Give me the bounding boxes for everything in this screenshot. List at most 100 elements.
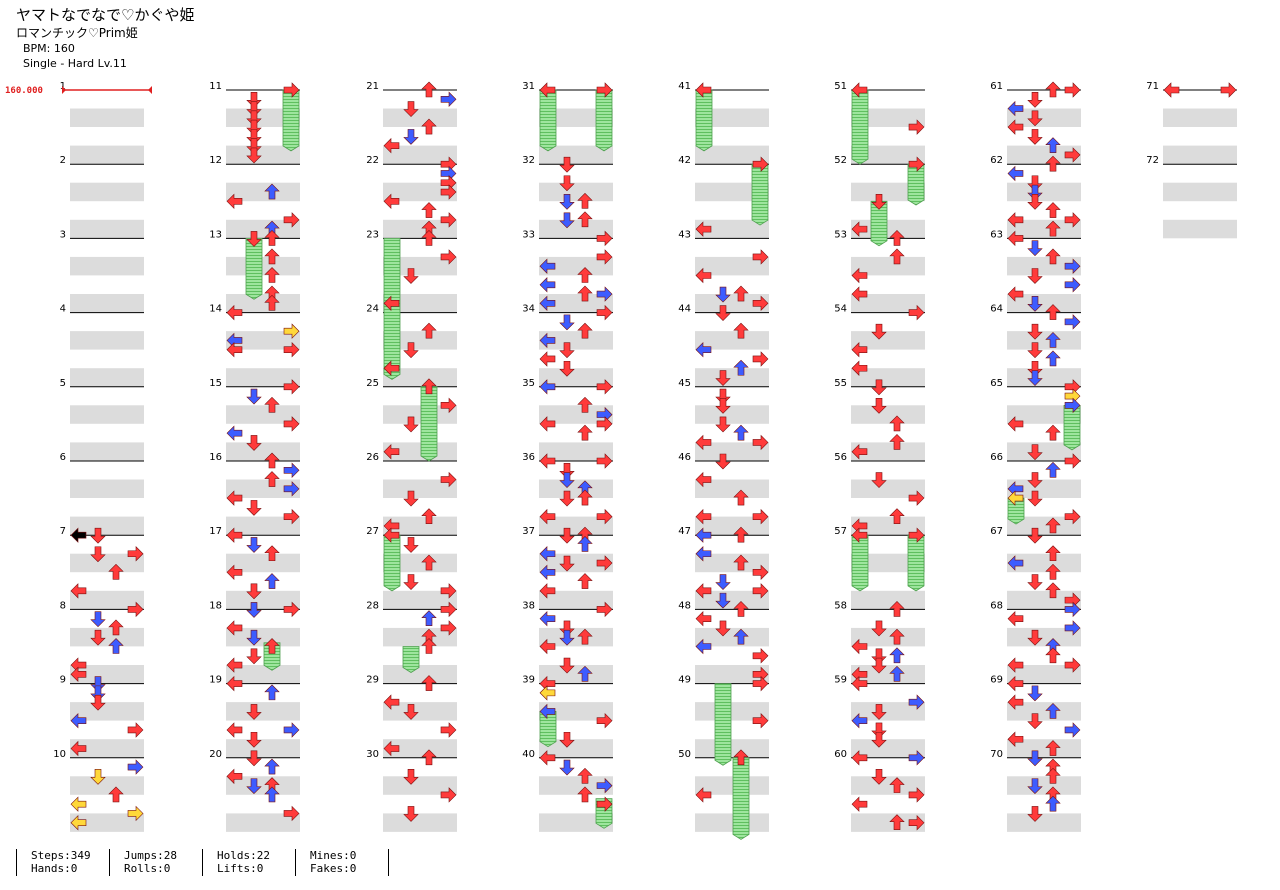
beat-band <box>70 776 144 795</box>
arrow-up-icon <box>264 396 280 413</box>
arrow-up-icon <box>421 378 437 395</box>
measure-4: 4 <box>60 304 144 387</box>
arrow-down-icon <box>246 110 262 127</box>
arrow-left-icon <box>539 703 556 720</box>
arrow-up-icon <box>421 202 437 218</box>
measure-6: 6 <box>60 452 144 536</box>
measure-9: 9 <box>60 675 144 758</box>
arrow-left-icon <box>1007 286 1024 302</box>
measure-18: 18 <box>209 600 300 684</box>
stat-mines: Mines:0 <box>310 849 357 862</box>
hold-note <box>714 683 732 766</box>
arrow-left-icon <box>851 444 868 460</box>
arrow-left-icon <box>70 712 87 729</box>
measure-number: 71 <box>1146 81 1159 92</box>
arrow-right-icon <box>908 694 925 710</box>
arrow-down-icon <box>559 490 575 507</box>
measure-70: 70 <box>990 749 1081 832</box>
measure-10: 10 <box>53 749 144 832</box>
arrow-up-icon <box>108 786 124 803</box>
beat-band <box>226 145 300 165</box>
arrow-left-icon <box>1007 675 1024 692</box>
arrow-down-icon <box>246 119 262 136</box>
bpm-label: BPM: 160 <box>23 42 75 55</box>
measure-44: 44 <box>678 304 769 387</box>
measure-number: 60 <box>834 749 847 760</box>
measure-14: 14 <box>209 304 300 387</box>
arrow-right-icon <box>440 249 457 265</box>
arrow-right-icon <box>283 341 300 358</box>
measure-27: 27 <box>366 526 457 610</box>
beat-band <box>851 813 925 832</box>
measure-number: 17 <box>209 526 222 537</box>
arrow-down-icon <box>1027 685 1043 702</box>
measure-48: 48 <box>678 600 769 684</box>
arrow-down-icon <box>871 323 887 340</box>
stats-separator <box>16 849 17 876</box>
hold-note <box>402 646 420 673</box>
beat-band <box>1007 479 1081 498</box>
arrow-up-icon <box>577 322 593 339</box>
arrow-left-icon <box>1007 212 1024 228</box>
hold-note <box>870 200 888 247</box>
arrow-down-icon <box>559 212 575 229</box>
measure-45: 45 <box>678 378 769 461</box>
stat-lifts: Lifts:0 <box>217 862 264 875</box>
arrow-left-icon <box>1007 657 1024 673</box>
arrow-right-icon <box>596 82 613 98</box>
measure-number: 47 <box>678 526 691 537</box>
beat-band <box>383 590 457 610</box>
arrow-down-icon <box>90 611 106 628</box>
arrow-up-icon <box>577 211 593 228</box>
arrow-left-icon <box>1007 230 1024 247</box>
beat-band <box>695 145 769 165</box>
arrow-left-icon <box>539 277 556 293</box>
arrow-left-icon <box>851 675 868 692</box>
arrow-left-icon <box>383 527 400 543</box>
arrow-left-icon <box>1007 555 1024 571</box>
beat-band <box>851 294 925 313</box>
beat-band <box>70 405 144 424</box>
measure-number: 36 <box>522 452 535 463</box>
arrow-right-icon <box>908 787 925 803</box>
measure-46: 46 <box>678 452 769 536</box>
beat-band <box>226 108 300 127</box>
measure-number: 62 <box>990 155 1003 166</box>
measure-number: 56 <box>834 452 847 463</box>
arrow-down-icon <box>246 435 262 451</box>
arrow-left-icon <box>539 416 556 432</box>
arrow-down-icon <box>1027 370 1043 386</box>
measure-number: 13 <box>209 229 222 240</box>
arrow-up-icon <box>264 267 280 283</box>
beat-band <box>226 219 300 239</box>
beat-band <box>851 145 925 165</box>
hold-note <box>732 757 750 840</box>
arrow-down-icon <box>403 490 419 507</box>
arrow-right-icon <box>283 722 300 738</box>
song-header: ヤマトなでなで♡かぐや姫 ロマンチック♡Prim姫 BPM: 160 Singl… <box>16 6 194 71</box>
arrow-right-icon <box>440 620 457 636</box>
arrow-up-icon <box>889 647 905 664</box>
measure-number: 4 <box>60 304 66 315</box>
arrow-down-icon <box>246 138 262 155</box>
arrow-left-icon <box>1007 694 1024 710</box>
measure-number: 39 <box>522 675 535 686</box>
beat-band <box>1007 405 1081 424</box>
arrow-down-icon <box>559 360 575 377</box>
hold-note <box>383 238 401 380</box>
hold-note <box>851 534 869 592</box>
arrow-up-icon <box>577 628 593 645</box>
measure-number: 69 <box>990 675 1003 686</box>
beat-band <box>695 813 769 832</box>
beat-band <box>70 368 144 387</box>
beat-band <box>1007 145 1081 165</box>
measure-52: 52 <box>834 155 925 239</box>
measure-number: 59 <box>834 675 847 686</box>
measure-number: 18 <box>209 600 222 611</box>
arrow-down-icon <box>1027 240 1043 257</box>
measure-number: 35 <box>522 378 535 389</box>
arrow-down-icon <box>246 704 262 720</box>
measure-number: 55 <box>834 378 847 389</box>
arrow-up-icon <box>1045 220 1061 237</box>
measure-40: 40 <box>522 749 613 832</box>
